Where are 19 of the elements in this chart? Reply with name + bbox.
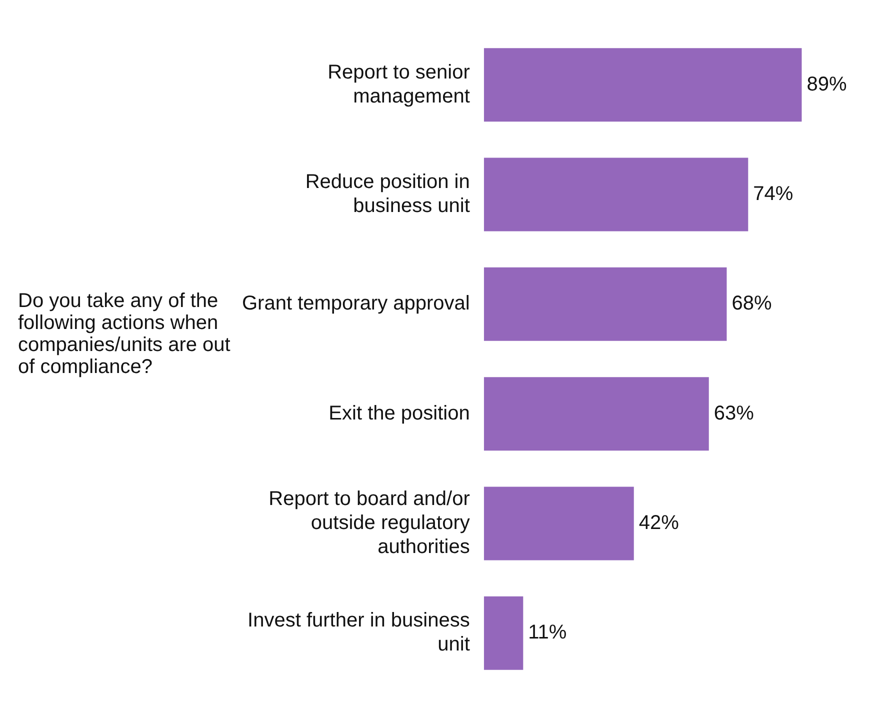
- bar: [484, 158, 748, 232]
- y-tick-label: Exit the position: [328, 402, 470, 424]
- data-label: 74%: [753, 183, 794, 206]
- data-label: 63%: [714, 402, 754, 424]
- bar: [484, 48, 802, 122]
- text: Do you take any of the following actions when companies/units are out of compliance?: [18, 290, 232, 378]
- y-tick-label: Report to board and/or outside regulatory authorities: [268, 488, 470, 558]
- data-label: 68%: [732, 292, 772, 315]
- bar: [484, 267, 727, 341]
- bar: [484, 596, 524, 670]
- data-label: 11%: [528, 622, 567, 644]
- data-label: 89%: [806, 73, 847, 96]
- bar: [484, 486, 634, 560]
- y-tick-label: Grant temporary approval: [242, 292, 470, 315]
- y-tick-label: Report to senior management: [328, 61, 470, 108]
- y-tick-label: Invest further in business unit: [248, 610, 470, 656]
- bar: [484, 377, 709, 451]
- y-tick-label: Reduce position in business unit: [305, 171, 470, 218]
- data-label: 42%: [638, 512, 680, 534]
